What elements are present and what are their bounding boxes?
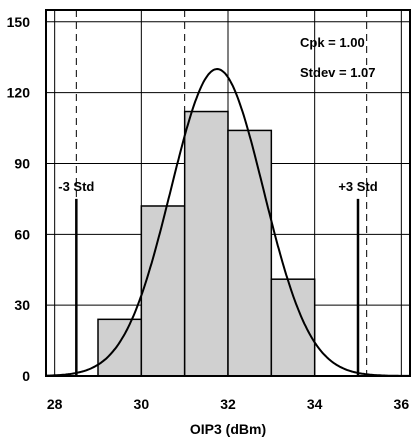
y-tick-label: 60 [14,226,30,242]
y-tick-label: 30 [14,297,30,313]
stdev-annotation: Stdev = 1.07 [300,65,376,80]
x-tick-label: 36 [394,396,410,412]
y-tick-labels: 0 30 60 90 120 150 [7,14,31,384]
x-tick-labels: 28 30 32 34 36 [47,396,409,412]
y-tick-label: 150 [7,14,31,30]
y-tick-label: 0 [22,368,30,384]
plot-frame [45,9,411,377]
histogram-bar [227,129,273,377]
x-axis-label: OIP3 (dBm) [190,421,266,437]
x-tick-label: 32 [220,396,236,412]
y-tick-label: 90 [14,155,30,171]
std-marker-label: -3 Std [58,179,94,194]
histogram-bars [97,110,316,377]
y-tick-label: 120 [7,85,31,101]
std-markers: -3 Std +3 Std [58,179,378,376]
normal-curve [45,67,410,377]
histogram-bar [97,318,143,377]
cpk-annotation: Cpk = 1.00 [300,35,365,50]
x-tick-label: 34 [307,396,323,412]
histogram-bar [183,110,229,377]
histogram-bar [140,205,186,377]
std-marker-label: +3 Std [338,179,377,194]
x-tick-label: 30 [134,396,150,412]
x-tick-label: 28 [47,396,63,412]
